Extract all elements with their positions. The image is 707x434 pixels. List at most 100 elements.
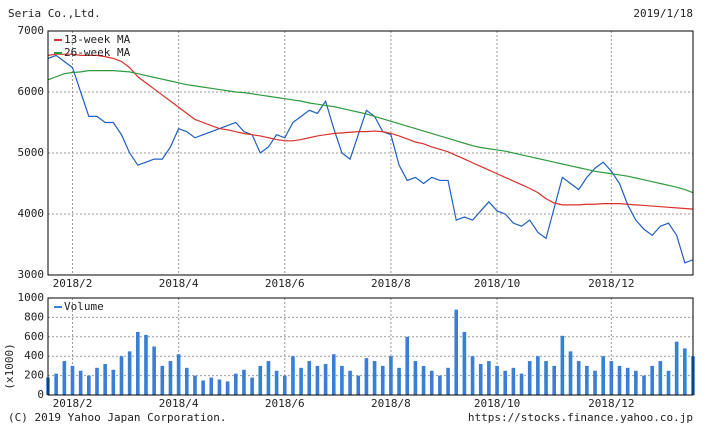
volume-bar <box>462 331 467 395</box>
volume-bar <box>446 367 450 395</box>
volume-bar <box>487 361 491 395</box>
x-tick-label: 2018/10 <box>474 397 520 410</box>
volume-bar <box>405 336 410 395</box>
volume-bar <box>527 361 532 395</box>
volume-bar <box>340 365 344 395</box>
legend-label: Volume <box>64 300 104 313</box>
volume-bar <box>609 361 614 395</box>
x-tick-label: 2018/4 <box>159 277 199 290</box>
x-tick-label: 2018/6 <box>265 397 305 410</box>
price-line <box>47 53 694 210</box>
volume-bar <box>666 370 671 395</box>
volume-bar <box>274 370 279 395</box>
volume-bar <box>389 356 393 395</box>
volume-bar <box>323 363 328 395</box>
volume-bar <box>601 356 606 395</box>
volume-bar <box>454 309 459 395</box>
volume-bar <box>642 375 646 395</box>
volume-bar <box>585 365 589 395</box>
volume-bar <box>299 367 303 395</box>
volume-bar <box>62 361 67 395</box>
volume-bar <box>315 365 320 395</box>
volume-bar <box>242 369 246 395</box>
volume-bar <box>193 375 197 395</box>
x-tick-label: 2018/8 <box>371 397 411 410</box>
x-tick-label: 2018/6 <box>265 277 305 290</box>
volume-bar <box>552 365 557 395</box>
volume-bar <box>103 363 107 395</box>
volume-bar <box>536 356 540 395</box>
copyright: (C) 2019 Yahoo Japan Corporation. <box>8 411 227 424</box>
volume-bar <box>674 341 679 395</box>
volume-bar <box>111 369 116 395</box>
volume-bar <box>503 370 508 395</box>
price-line <box>47 54 694 264</box>
volume-bar <box>225 381 230 395</box>
volume-bar <box>184 367 189 395</box>
volume-bar <box>282 375 287 395</box>
volume-bar <box>625 367 630 395</box>
y-tick-label: 600 <box>24 330 44 343</box>
x-tick-label: 2018/4 <box>159 397 199 410</box>
company-name: Seria Co.,Ltd. <box>8 7 101 20</box>
volume-bar <box>201 380 205 395</box>
x-tick-label: 2018/2 <box>53 277 93 290</box>
volume-bar <box>634 370 638 395</box>
volume-bar <box>331 354 336 395</box>
volume-bar <box>127 351 132 395</box>
volume-bar <box>144 334 148 395</box>
y-tick-label: 7000 <box>18 24 45 37</box>
volume-bar <box>658 361 663 395</box>
y-tick-label: 3000 <box>18 268 45 281</box>
y-tick-label: 4000 <box>18 207 45 220</box>
volume-bar <box>568 351 573 395</box>
volume-bar <box>421 365 426 395</box>
volume-bar <box>266 361 271 395</box>
volume-bar <box>380 365 385 395</box>
y-tick-label: 1000 <box>18 291 45 304</box>
volume-bar <box>291 356 295 395</box>
volume-bar <box>356 375 361 395</box>
volume-bar <box>95 367 99 395</box>
volume-bar <box>209 377 214 395</box>
volume-bar <box>413 361 418 395</box>
y-tick-label: 400 <box>24 349 44 362</box>
volume-bar <box>470 356 475 395</box>
volume-bar <box>250 377 254 395</box>
volume-bar <box>160 365 165 395</box>
x-tick-label: 2018/8 <box>371 277 411 290</box>
volume-bar <box>397 367 401 395</box>
volume-bar <box>429 370 434 395</box>
plot-frame <box>47 297 694 396</box>
volume-bar <box>519 373 524 395</box>
volume-bar <box>495 365 499 395</box>
volume-bar <box>233 373 238 395</box>
plot-frame <box>47 30 694 276</box>
volume-bar <box>119 356 124 395</box>
volume-bar <box>478 363 483 395</box>
volume-bar <box>372 361 377 395</box>
volume-bar <box>438 375 442 395</box>
volume-bar <box>258 365 263 395</box>
volume-bar <box>168 361 173 395</box>
volume-bar <box>176 354 181 395</box>
volume-bar <box>217 379 222 395</box>
volume-bar <box>152 346 156 395</box>
volume-bar <box>78 370 83 395</box>
volume-bar <box>307 361 312 395</box>
volume-bar <box>650 365 654 395</box>
y-tick-label: 6000 <box>18 85 45 98</box>
volume-bar <box>560 335 565 395</box>
x-tick-label: 2018/12 <box>588 277 634 290</box>
x-tick-label: 2018/10 <box>474 277 520 290</box>
y-tick-label: 5000 <box>18 146 45 159</box>
source-url: https://stocks.finance.yahoo.co.jp <box>468 411 693 424</box>
volume-bar <box>348 370 352 395</box>
volume-bar <box>87 375 91 395</box>
volume-bar <box>544 361 548 395</box>
volume-bar <box>593 370 597 395</box>
price-line <box>47 70 694 194</box>
y-axis-label: (x1000) <box>3 343 16 389</box>
volume-bar <box>70 365 75 395</box>
